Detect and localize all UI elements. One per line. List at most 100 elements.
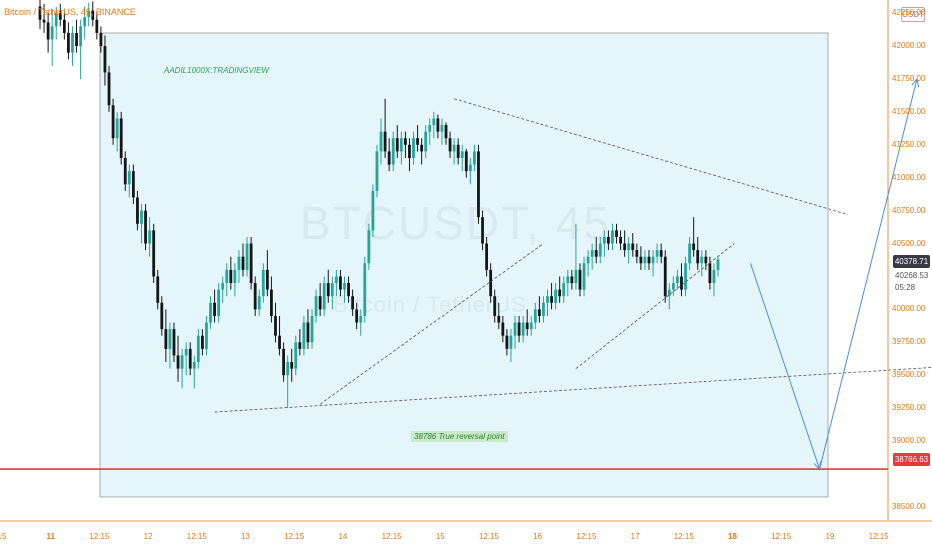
candle-body[interactable] — [537, 309, 541, 316]
candle-body[interactable] — [261, 269, 265, 297]
candle-body[interactable] — [334, 276, 338, 284]
candle-body[interactable] — [432, 118, 436, 126]
candle-body[interactable] — [509, 335, 513, 349]
candle-body[interactable] — [663, 256, 667, 297]
candle-body[interactable] — [408, 144, 411, 158]
candle-body[interactable] — [180, 355, 184, 369]
candle-body[interactable] — [602, 236, 606, 244]
candle-body[interactable] — [481, 217, 484, 244]
candle-body[interactable] — [54, 13, 58, 27]
candle-body[interactable] — [517, 322, 521, 336]
candle-body[interactable] — [144, 210, 147, 244]
candle-body[interactable] — [152, 230, 156, 277]
candle-body[interactable] — [107, 72, 111, 106]
candle-body[interactable] — [75, 32, 78, 47]
candle-body[interactable] — [383, 131, 387, 152]
candle-body[interactable] — [67, 32, 70, 53]
candle-body[interactable] — [436, 118, 440, 132]
candle-body[interactable] — [473, 151, 476, 165]
candle-body[interactable] — [428, 125, 432, 132]
candle-body[interactable] — [505, 335, 509, 349]
candle-body[interactable] — [213, 302, 216, 316]
candle-body[interactable] — [676, 276, 679, 284]
candle-body[interactable] — [274, 315, 277, 336]
candle-body[interactable] — [716, 259, 720, 270]
candle-body[interactable] — [87, 10, 91, 18]
candle-body[interactable] — [188, 348, 192, 369]
candle-body[interactable] — [700, 256, 704, 264]
candle-body[interactable] — [375, 151, 379, 191]
candle-body[interactable] — [570, 276, 574, 284]
candle-body[interactable] — [339, 276, 342, 290]
trendline-upper[interactable] — [454, 98, 849, 215]
candle-body[interactable] — [46, 22, 50, 40]
candle-body[interactable] — [209, 302, 212, 323]
candle-body[interactable] — [521, 322, 525, 336]
candle-body[interactable] — [176, 355, 180, 369]
candle-body[interactable] — [525, 322, 529, 330]
reversal-annotation[interactable]: 38786 True reversal point — [411, 431, 508, 442]
candle-body[interactable] — [464, 151, 468, 172]
candle-body[interactable] — [395, 138, 399, 152]
author-annotation[interactable]: AADIL1000X:TRADINGVIEW — [164, 66, 269, 75]
candle-body[interactable] — [708, 263, 712, 284]
trendline-long-bottom[interactable] — [214, 363, 932, 413]
candle-body[interactable] — [131, 171, 135, 198]
candle-body[interactable] — [574, 269, 578, 284]
candle-body[interactable] — [529, 322, 533, 330]
candle-body[interactable] — [578, 269, 582, 290]
candle-body[interactable] — [217, 289, 221, 316]
candle-body[interactable] — [95, 19, 99, 33]
candle-body[interactable] — [359, 315, 363, 323]
candle-body[interactable] — [497, 315, 501, 323]
candle-body[interactable] — [424, 131, 428, 152]
candle-body[interactable] — [347, 283, 350, 297]
candle-body[interactable] — [278, 335, 281, 349]
candle-body[interactable] — [655, 250, 659, 257]
candle-body[interactable] — [371, 190, 375, 231]
candle-body[interactable] — [594, 250, 598, 257]
candle-body[interactable] — [205, 322, 208, 349]
candle-body[interactable] — [127, 171, 131, 185]
trendline-left-rising[interactable] — [319, 243, 544, 405]
candle-body[interactable] — [330, 283, 334, 297]
candle-body[interactable] — [448, 138, 452, 152]
candle-body[interactable] — [607, 236, 610, 244]
candle-body[interactable] — [221, 283, 225, 290]
candle-body[interactable] — [542, 302, 545, 316]
candle-body[interactable] — [379, 131, 383, 152]
candle-body[interactable] — [412, 138, 415, 158]
candle-body[interactable] — [172, 329, 176, 356]
candle-body[interactable] — [363, 263, 367, 316]
candle-body[interactable] — [233, 269, 237, 284]
candle-body[interactable] — [310, 315, 314, 343]
candle-body[interactable] — [91, 10, 95, 20]
candle-body[interactable] — [546, 296, 549, 303]
candle-body[interactable] — [647, 256, 651, 264]
candle-body[interactable] — [704, 256, 708, 264]
candle-body[interactable] — [148, 230, 152, 244]
candle-body[interactable] — [619, 236, 622, 244]
candle-body[interactable] — [566, 276, 570, 284]
candle-body[interactable] — [318, 296, 322, 310]
candle-body[interactable] — [387, 151, 391, 165]
candle-body[interactable] — [119, 118, 123, 158]
candle-body[interactable] — [62, 19, 66, 33]
candle-body[interactable] — [590, 250, 594, 257]
candle-body[interactable] — [265, 269, 269, 290]
candle-body[interactable] — [367, 230, 371, 264]
candle-body[interactable] — [306, 322, 310, 343]
candle-body[interactable] — [343, 283, 346, 290]
candle-body[interactable] — [623, 243, 627, 251]
candle-body[interactable] — [286, 362, 290, 376]
candle-body[interactable] — [404, 138, 407, 145]
candle-body[interactable] — [696, 250, 700, 264]
candle-body[interactable] — [322, 283, 326, 310]
candle-body[interactable] — [477, 151, 480, 218]
candle-body[interactable] — [241, 256, 245, 270]
candle-body[interactable] — [611, 230, 614, 244]
candle-body[interactable] — [115, 118, 119, 139]
candle-body[interactable] — [294, 342, 298, 369]
candle-body[interactable] — [598, 243, 602, 257]
candle-body[interactable] — [615, 230, 618, 237]
